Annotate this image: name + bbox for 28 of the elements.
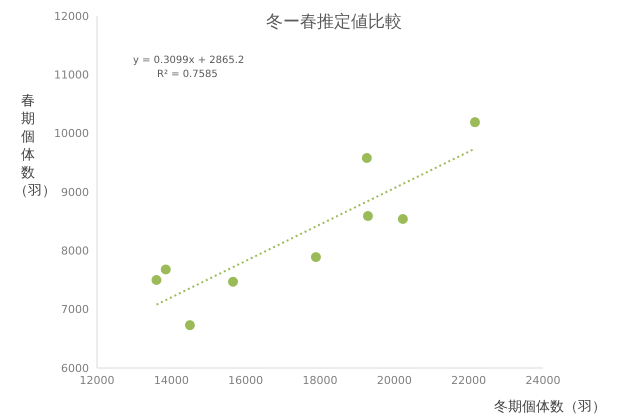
annotation: R² = 0.7585: [157, 69, 218, 80]
x-axis-title: 冬期個体数（羽）: [494, 398, 606, 416]
y-tick-label: 9000: [61, 186, 89, 199]
x-tick-label: 22000: [451, 374, 486, 387]
y-axis-title: 春期個体数（羽）: [14, 92, 56, 200]
y-tick-label: 11000: [54, 68, 89, 82]
point: [362, 152, 372, 163]
x-tick-label: 14000: [154, 374, 189, 387]
chart-title: 冬ー春推定値比較: [266, 12, 402, 32]
x-tick-label: 18000: [302, 374, 338, 387]
point: [151, 275, 162, 285]
point: [160, 264, 171, 274]
x-tick-label: 24000: [526, 374, 560, 387]
y-tick-label: 6000: [61, 362, 89, 375]
y-tick-label: 7000: [61, 303, 89, 316]
point: [184, 320, 195, 330]
y-tick-label: 10000: [54, 127, 89, 140]
point: [470, 117, 480, 128]
x-tick-label: 16000: [228, 374, 264, 387]
point: [310, 252, 321, 262]
y-tick-label: 12000: [54, 10, 89, 23]
point: [362, 211, 373, 222]
point: [228, 276, 238, 287]
x-tick-label: 20000: [376, 374, 412, 387]
point: [398, 214, 408, 224]
x-tick-label: 12000: [80, 374, 114, 387]
annotation: y = 0.3099x + 2865.2: [133, 55, 244, 66]
y-tick-label: 8000: [61, 244, 89, 258]
